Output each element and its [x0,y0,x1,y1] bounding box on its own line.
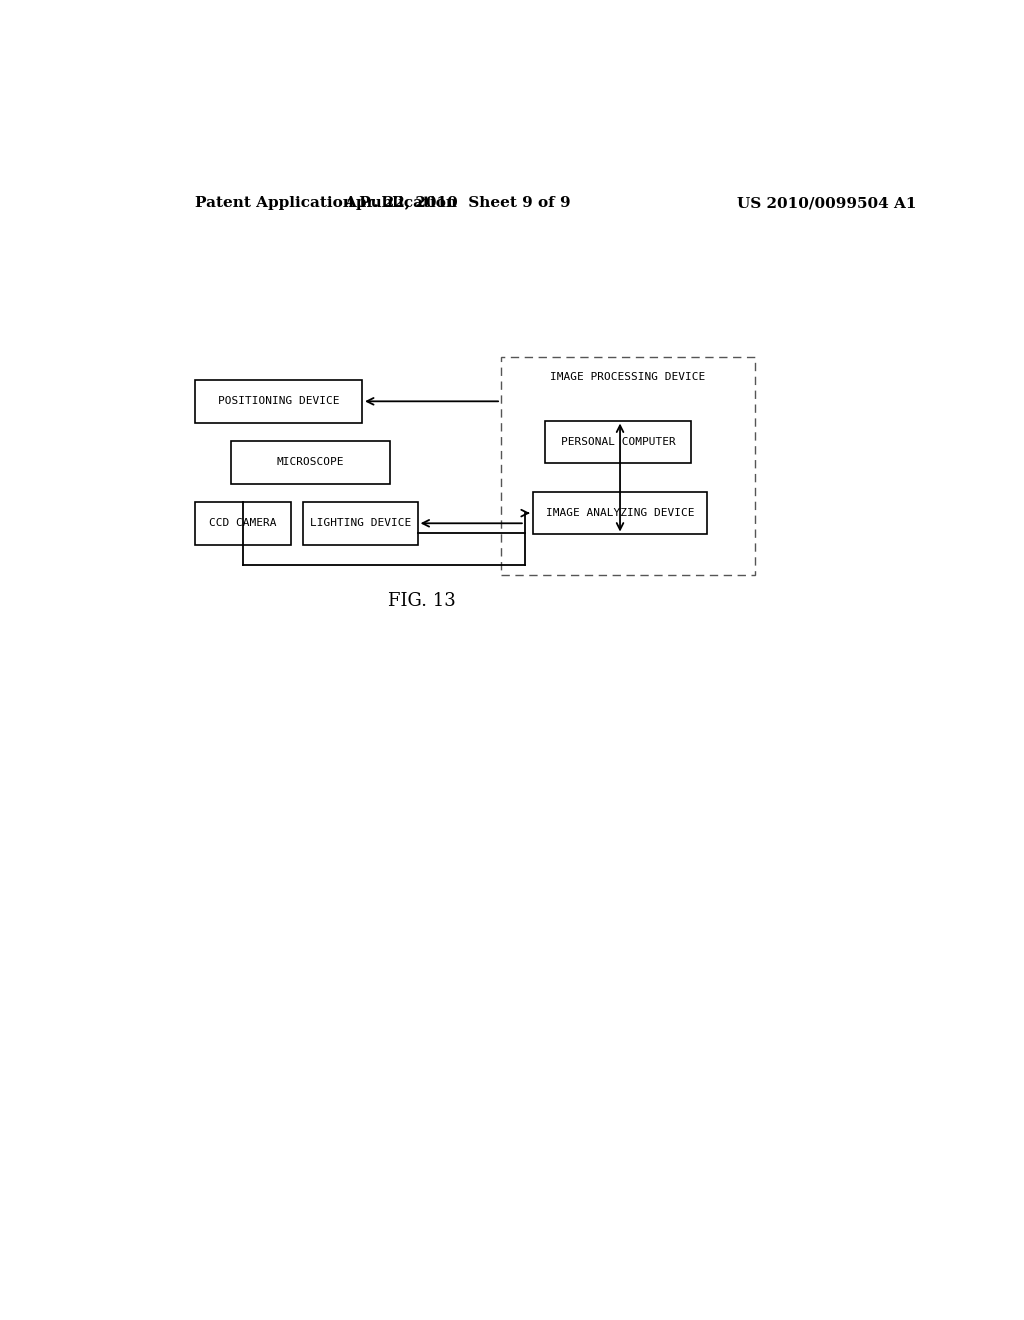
Text: CCD CAMERA: CCD CAMERA [209,519,276,528]
Text: Patent Application Publication: Patent Application Publication [196,197,458,210]
Text: PERSONAL COMPUTER: PERSONAL COMPUTER [561,437,676,447]
Text: LIGHTING DEVICE: LIGHTING DEVICE [309,519,411,528]
Bar [196,502,291,545]
Text: IMAGE ANALYZING DEVICE: IMAGE ANALYZING DEVICE [546,508,694,519]
Bar [196,380,362,422]
Bar [501,356,755,576]
Text: FIG. 13: FIG. 13 [388,591,456,610]
Text: POSITIONING DEVICE: POSITIONING DEVICE [218,396,340,407]
Text: MICROSCOPE: MICROSCOPE [276,457,344,467]
Bar [532,492,708,535]
Text: IMAGE PROCESSING DEVICE: IMAGE PROCESSING DEVICE [550,372,706,381]
Text: US 2010/0099504 A1: US 2010/0099504 A1 [736,197,916,210]
Bar [231,441,390,483]
Bar [303,502,418,545]
Bar [545,421,691,463]
Text: Apr. 22, 2010  Sheet 9 of 9: Apr. 22, 2010 Sheet 9 of 9 [344,197,570,210]
